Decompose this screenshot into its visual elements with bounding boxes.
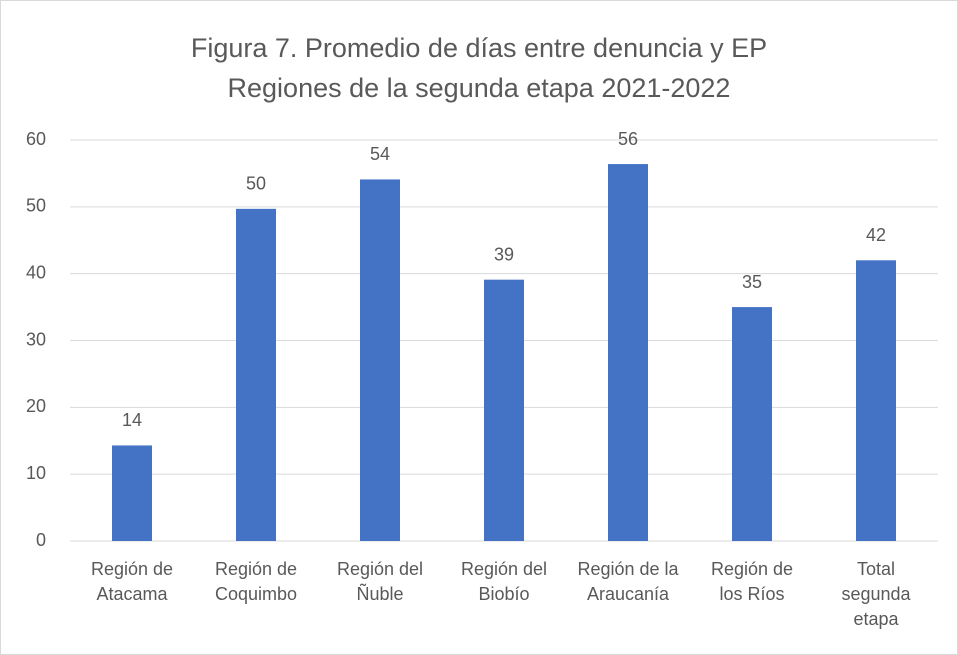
x-tick-label: Total segunda etapa: [841, 559, 911, 629]
x-tick-label: Región de Atacama: [90, 559, 174, 604]
data-label: 39: [494, 244, 514, 264]
data-label: 50: [246, 174, 266, 194]
chart-title: Figura 7. Promedio de días entre denunci…: [191, 33, 767, 63]
y-tick-label: 40: [26, 262, 46, 282]
x-tick-label: Región de la Araucanía: [577, 559, 679, 604]
data-label: 14: [122, 410, 142, 430]
x-tick-label: Región del Biobío: [460, 559, 548, 604]
y-tick-label: 0: [36, 530, 46, 550]
x-tick-label: Región del Ñuble: [336, 559, 424, 604]
bar: [112, 445, 152, 541]
bar: [484, 279, 524, 541]
bar: [856, 260, 896, 541]
x-tick-label: Región de Coquimbo: [214, 559, 298, 604]
data-label: 42: [866, 225, 886, 245]
y-tick-label: 30: [26, 329, 46, 349]
bar: [608, 164, 648, 541]
chart-subtitle: Regiones de la segunda etapa 2021-2022: [228, 73, 731, 103]
bar: [236, 208, 276, 542]
data-label: 35: [742, 272, 762, 292]
data-label: 54: [370, 144, 390, 164]
y-tick-label: 50: [26, 196, 46, 216]
data-label: 56: [618, 129, 638, 149]
bar: [360, 179, 400, 541]
x-tick-label: Región de los Ríos: [710, 559, 794, 604]
bar: [732, 307, 772, 541]
y-tick-label: 10: [26, 463, 46, 483]
y-tick-label: 60: [26, 129, 46, 149]
y-tick-label: 20: [26, 396, 46, 416]
